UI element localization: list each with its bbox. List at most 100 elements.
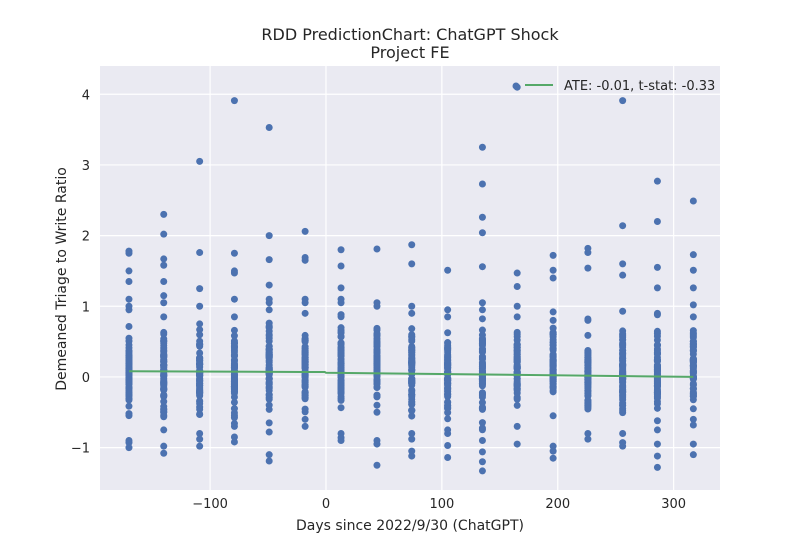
data-point	[196, 382, 204, 390]
data-point	[653, 381, 661, 389]
data-point	[373, 376, 381, 384]
data-point	[125, 267, 133, 275]
data-point	[230, 313, 238, 321]
data-point	[265, 281, 273, 289]
data-point	[513, 370, 521, 378]
data-point	[653, 353, 661, 361]
data-point	[478, 263, 486, 271]
data-point	[478, 180, 486, 188]
data-point	[619, 442, 627, 450]
data-point	[478, 426, 486, 434]
data-point	[444, 344, 452, 352]
data-point	[265, 371, 273, 379]
data-point	[373, 440, 381, 448]
data-point	[689, 415, 697, 423]
data-point	[337, 383, 345, 391]
data-point	[478, 299, 486, 307]
data-point	[478, 326, 486, 334]
x-tick-label: 0	[322, 497, 330, 512]
data-point	[408, 386, 416, 394]
data-point	[689, 329, 697, 337]
data-point	[444, 339, 452, 347]
data-point	[265, 346, 273, 354]
data-point	[196, 377, 204, 385]
x-axis-label: Days since 2022/9/30 (ChatGPT)	[296, 518, 524, 534]
data-point	[478, 367, 486, 375]
data-point	[549, 316, 557, 324]
data-point	[513, 401, 521, 409]
data-point	[160, 442, 168, 450]
data-point	[125, 389, 133, 397]
data-point	[549, 274, 557, 282]
data-point	[689, 440, 697, 448]
data-point	[584, 429, 592, 437]
data-point	[513, 313, 521, 321]
x-tick-label: 100	[429, 497, 454, 512]
data-point	[408, 335, 416, 343]
data-point	[444, 429, 452, 437]
data-point	[265, 419, 273, 427]
data-point	[513, 422, 521, 430]
data-point	[196, 349, 204, 357]
data-point	[125, 384, 133, 392]
data-point	[196, 435, 204, 443]
data-point	[689, 373, 697, 381]
data-point	[337, 284, 345, 292]
data-point	[653, 404, 661, 412]
data-point	[125, 444, 133, 452]
data-point	[689, 381, 697, 389]
data-point	[160, 380, 168, 388]
data-point	[549, 308, 557, 316]
data-point	[653, 440, 661, 448]
data-point	[653, 417, 661, 425]
data-point	[160, 391, 168, 399]
data-point	[230, 249, 238, 257]
data-point	[160, 313, 168, 321]
data-point	[444, 306, 452, 314]
data-point	[653, 217, 661, 225]
data-point	[125, 357, 133, 365]
data-point	[301, 348, 309, 356]
data-point	[337, 362, 345, 370]
data-point	[301, 299, 309, 307]
x-tick-label: −100	[192, 497, 228, 512]
data-point	[689, 362, 697, 370]
data-point	[408, 302, 416, 310]
data-point	[125, 402, 133, 410]
data-point	[373, 330, 381, 338]
data-point	[160, 347, 168, 355]
data-point	[549, 356, 557, 364]
data-point	[125, 295, 133, 303]
data-point	[444, 356, 452, 364]
data-point	[619, 429, 627, 437]
data-point	[265, 323, 273, 331]
data-point	[160, 230, 168, 238]
data-point	[373, 245, 381, 253]
data-point	[337, 246, 345, 254]
data-point	[619, 97, 627, 105]
data-point	[513, 269, 521, 277]
data-point	[265, 451, 273, 459]
data-point	[408, 357, 416, 365]
data-point	[196, 442, 204, 450]
data-point	[230, 326, 238, 334]
data-point	[301, 392, 309, 400]
data-point	[653, 263, 661, 271]
data-point	[619, 349, 627, 357]
data-point	[196, 388, 204, 396]
data-point	[478, 379, 486, 387]
data-point	[549, 344, 557, 352]
data-point	[689, 355, 697, 363]
data-point	[265, 353, 273, 361]
data-point	[265, 123, 273, 131]
data-point	[513, 380, 521, 388]
data-point	[160, 299, 168, 307]
y-tick-label: 0	[82, 371, 90, 386]
data-point	[584, 349, 592, 357]
data-point	[230, 422, 238, 430]
data-point	[619, 399, 627, 407]
data-points	[125, 83, 697, 475]
data-point	[478, 306, 486, 314]
data-point	[549, 454, 557, 462]
